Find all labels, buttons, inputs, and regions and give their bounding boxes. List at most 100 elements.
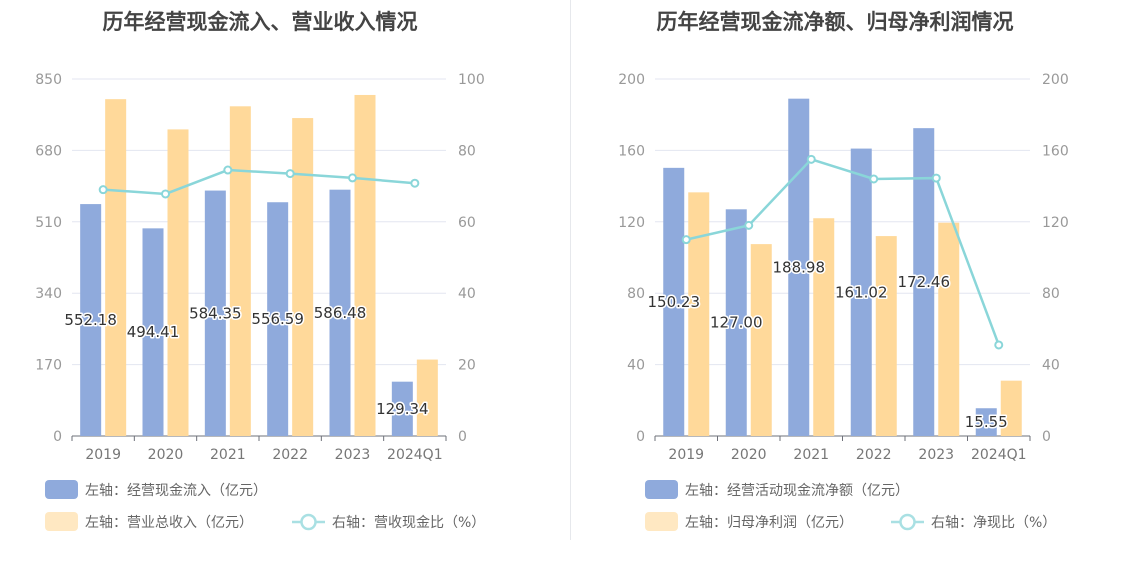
x-axis-tick-label: 2019 [85, 447, 121, 463]
bar-secondary [229, 106, 251, 437]
left-axis-tick: 0 [636, 429, 645, 445]
x-axis-tick-label: 2021 [210, 447, 246, 463]
bar-secondary [813, 218, 835, 436]
x-axis-tick-label: 2021 [793, 447, 829, 463]
bar-primary [391, 381, 413, 436]
ratio-point [285, 169, 295, 179]
right-axis-tick: 40 [458, 286, 476, 302]
left-axis-tick: 170 [35, 358, 62, 374]
ratio-point [869, 174, 879, 184]
legend-swatch [45, 512, 78, 531]
bar-secondary [105, 99, 127, 436]
ratio-point [931, 173, 941, 183]
legend-swatch [645, 480, 678, 499]
legend-swatch [45, 480, 78, 499]
legend-label: 左轴：营业总收入（亿元） [85, 515, 253, 531]
legend-line-marker [899, 513, 916, 531]
legend-label: 左轴：经营活动现金流净额（亿元） [685, 483, 909, 499]
left-axis-tick: 850 [35, 72, 62, 88]
ratio-point [98, 185, 108, 195]
ratio-point [161, 189, 170, 199]
right-axis-tick: 0 [458, 429, 467, 445]
bar-data-label: 172.46 [898, 273, 951, 291]
bar-secondary [292, 118, 314, 436]
right-axis-tick: 60 [458, 215, 476, 231]
left-axis-tick: 0 [53, 429, 62, 445]
bar-data-label: 161.02 [835, 283, 888, 301]
legend-label: 左轴：归母净利润（亿元） [685, 514, 853, 531]
ratio-point [681, 235, 691, 245]
bar-data-label: 15.55 [965, 413, 1008, 431]
ratio-point [806, 154, 816, 164]
ratio-point [994, 340, 1004, 350]
left-axis-tick: 680 [35, 143, 62, 159]
right-axis-tick: 80 [1042, 286, 1060, 302]
bar-data-label: 127.00 [710, 314, 763, 332]
legend-label: 左轴：经营现金流入（亿元） [85, 483, 267, 499]
legend-label: 右轴：营收现金比（%） [332, 515, 485, 531]
bar-data-label: 188.98 [773, 258, 826, 276]
bar-data-label: 150.23 [648, 293, 701, 311]
legend-line-marker [300, 513, 317, 531]
bar-data-label: 584.35 [189, 304, 242, 322]
bar-secondary [938, 222, 960, 436]
bar-secondary [354, 94, 376, 437]
bar-secondary [167, 129, 189, 436]
chart-0-group: 0 0 170 20 340 40 510 60 680 80 850 100 2019 2020 2021… [35, 72, 485, 531]
left-axis-tick: 200 [618, 72, 645, 88]
left-axis-tick: 80 [627, 286, 645, 302]
left-axis-tick: 160 [618, 143, 645, 159]
x-axis-tick-label: 2024Q1 [387, 447, 443, 463]
ratio-point [348, 173, 357, 183]
chart-title-left: 历年经营现金流入、营业收入情况 [102, 10, 418, 34]
x-axis-tick-label: 2023 [335, 447, 371, 463]
bar-primary [788, 98, 810, 436]
legend-label: 右轴：净现比（%） [931, 515, 1056, 531]
x-axis-tick-label: 2020 [731, 447, 767, 463]
left-axis-tick: 120 [618, 215, 645, 231]
ratio-line [685, 157, 1000, 346]
right-axis-tick: 20 [458, 358, 476, 374]
x-axis-tick-label: 2022 [856, 447, 892, 463]
bar-primary [663, 167, 685, 436]
left-axis-tick: 40 [627, 358, 645, 374]
right-axis-tick: 120 [1042, 215, 1069, 231]
left-axis-tick: 340 [35, 286, 62, 302]
ratio-point [410, 178, 420, 188]
bar-primary [267, 202, 289, 436]
right-axis-tick: 80 [458, 143, 476, 159]
x-axis-tick-label: 2020 [148, 447, 184, 463]
bar-primary [913, 128, 935, 436]
bar-primary [80, 204, 102, 436]
bar-secondary [416, 359, 438, 436]
x-axis-tick-label: 2023 [918, 447, 954, 463]
right-axis-tick: 40 [1042, 358, 1060, 374]
right-axis-tick: 0 [1042, 429, 1051, 445]
bar-data-label: 586.48 [314, 304, 367, 322]
bar-primary [725, 209, 747, 436]
bar-primary [204, 190, 226, 436]
bar-secondary [875, 236, 897, 436]
bar-secondary [688, 192, 710, 436]
bar-primary [975, 408, 997, 436]
ratio-point [744, 220, 754, 230]
bar-primary [850, 148, 872, 437]
right-axis-tick: 100 [458, 72, 485, 88]
chart-1-group: 0 0 40 40 80 80 120 120 160 160 200 200 2019 2020 2021… [618, 72, 1069, 531]
x-axis-tick-label: 2024Q1 [971, 447, 1027, 463]
left-axis-tick: 510 [35, 215, 62, 231]
legend-swatch [645, 512, 678, 531]
bar-primary [142, 228, 164, 436]
panel-divider [570, 0, 571, 540]
bar-primary [329, 189, 351, 436]
bar-data-label: 129.34 [376, 400, 429, 418]
bar-data-label: 494.41 [127, 323, 180, 341]
ratio-point [223, 165, 233, 175]
bar-secondary [1000, 380, 1022, 436]
x-axis-tick-label: 2022 [272, 447, 308, 463]
right-axis-tick: 160 [1042, 143, 1069, 159]
right-axis-tick: 200 [1042, 72, 1069, 88]
bar-data-label: 552.18 [64, 311, 117, 329]
